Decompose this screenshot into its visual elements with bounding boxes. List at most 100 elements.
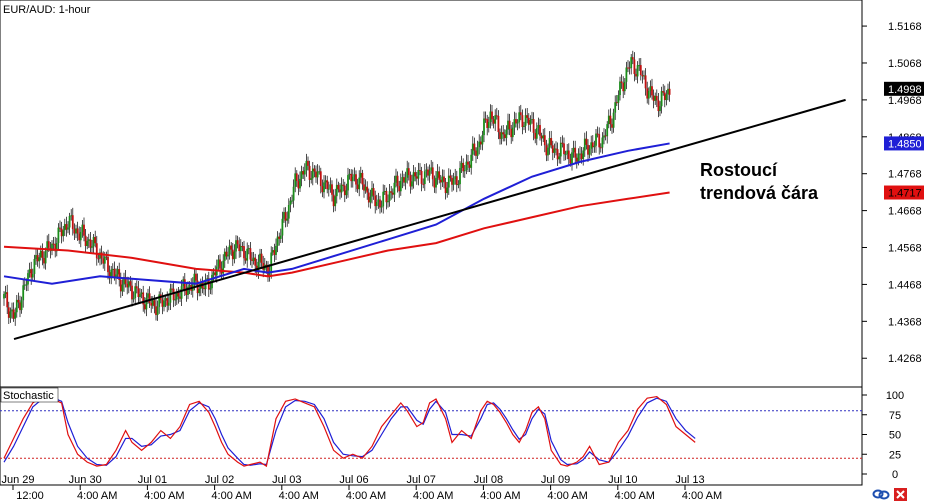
candle-body (294, 173, 297, 187)
candle-body (484, 118, 487, 120)
candle-body (382, 191, 385, 207)
candle-body (417, 170, 420, 179)
candle-body (300, 171, 303, 179)
candle-body (638, 65, 641, 67)
candle-body (67, 227, 69, 230)
candle-body (438, 171, 441, 180)
date-label: Jul 08 (474, 474, 503, 486)
candle-body (471, 143, 474, 155)
candle-body (534, 132, 537, 139)
candle-body (398, 186, 401, 192)
time-label: 12:00 (16, 490, 44, 502)
candle-body (436, 171, 439, 178)
candle-body (97, 258, 100, 260)
candle-body (267, 266, 269, 277)
candle-body (283, 212, 285, 219)
candle-body (591, 142, 594, 148)
candle-body (391, 192, 394, 195)
candle-body (163, 300, 165, 307)
candle-body (388, 191, 391, 201)
link-icon[interactable] (872, 489, 890, 500)
candle-body (79, 231, 82, 241)
trendline (13, 98, 846, 341)
candle-body (342, 184, 345, 186)
candle-body (444, 181, 447, 194)
candle-body (473, 143, 476, 151)
candle-body (455, 176, 458, 186)
candle-body (273, 250, 276, 255)
candle-body (356, 184, 359, 190)
candle-body (214, 272, 217, 276)
candle-body (350, 173, 353, 182)
date-label: Jul 07 (407, 474, 436, 486)
candle-body (659, 106, 661, 112)
candle-body (515, 119, 517, 124)
candle-body (57, 227, 60, 243)
candle-body (428, 170, 431, 176)
candle-body (75, 228, 77, 234)
candle-body (459, 167, 461, 185)
candle-body (111, 268, 114, 270)
candle-body (89, 239, 92, 248)
candle-body (363, 184, 365, 191)
lines-layer (3, 98, 846, 341)
candle-body (212, 272, 215, 275)
candle-body (195, 273, 197, 281)
candle-body (550, 138, 553, 146)
candle-body (614, 102, 617, 113)
candle-body (652, 95, 655, 101)
candle-body (94, 236, 97, 244)
price-marker-box (884, 136, 924, 151)
candle-body (251, 259, 253, 261)
candle-body (9, 311, 12, 318)
candle-body (323, 182, 325, 193)
candle-body (276, 236, 279, 246)
candle-body (129, 281, 132, 286)
candle-body (518, 112, 521, 123)
candle-body (387, 200, 389, 203)
candle-body (171, 288, 173, 290)
candle-body (228, 245, 231, 255)
candle-body (139, 294, 141, 297)
candle-body (523, 125, 525, 128)
candle-body (580, 153, 583, 160)
candle-body (260, 253, 263, 263)
candle-body (121, 284, 124, 292)
candle-body (35, 255, 37, 260)
candle-body (308, 165, 311, 180)
candle-body (612, 112, 615, 128)
close-icon[interactable] (894, 488, 907, 501)
candle-body (275, 245, 277, 255)
candle-body (595, 133, 597, 146)
candle-body (108, 272, 111, 279)
stochastic-axis: 100 75 50 25 0 (862, 390, 904, 481)
candle-body (169, 288, 172, 303)
candle-body (297, 181, 300, 189)
candle-body (153, 300, 156, 307)
candle-body (447, 175, 450, 188)
candle-body (511, 127, 514, 138)
candle-body (44, 250, 47, 264)
time-label: 4:00 AM (346, 490, 386, 502)
price-marker-box (884, 81, 924, 96)
candle-body (516, 122, 519, 124)
candle-body (665, 94, 668, 101)
candle-body (286, 218, 289, 221)
candle-body (390, 191, 393, 193)
candle-body (441, 176, 444, 183)
candle-body (540, 135, 543, 139)
stochastic-layer (0, 395, 862, 468)
date-label: Jul 06 (339, 474, 368, 486)
candle-body (76, 228, 79, 234)
candle-body (599, 147, 602, 149)
candle-body (126, 283, 129, 288)
candle-body (433, 179, 436, 188)
candle-body (596, 133, 599, 135)
candle-body (537, 125, 540, 129)
candle-body (526, 115, 529, 118)
candle-body (367, 192, 370, 203)
candle-body (62, 230, 65, 237)
candle-body (422, 183, 425, 185)
candle-body (113, 268, 116, 277)
candle-body (399, 180, 402, 192)
